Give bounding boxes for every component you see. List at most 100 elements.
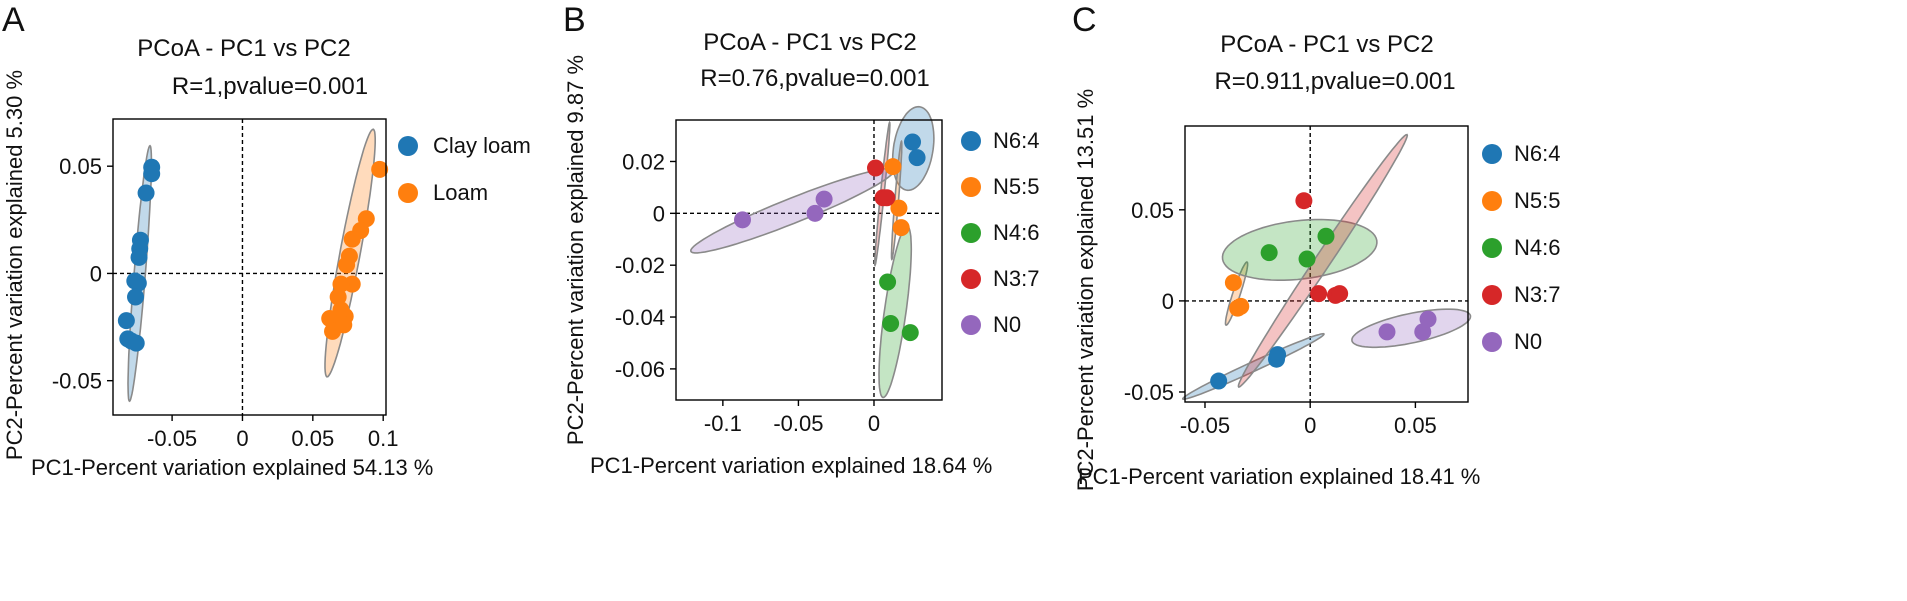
x-tick-label: -0.1: [704, 411, 742, 436]
panel-b: B PCoA - PC1 vs PC2 R=0.76,pvalue=0.001 …: [563, 1, 1039, 478]
point-n3-7: [1331, 285, 1349, 303]
y-tick-label: 0.05: [59, 154, 102, 179]
point-n0: [1414, 323, 1432, 341]
point-clay-loam: [127, 288, 145, 306]
y-tick-label: 0: [90, 261, 102, 286]
panel-a-ylabel: PC2-Percent variation explained 5.30 %: [2, 70, 27, 460]
point-clay-loam: [117, 312, 135, 330]
legend-marker-loam: [398, 183, 418, 203]
legend-marker-n3-7: [1482, 285, 1502, 305]
point-loam: [338, 256, 356, 274]
legend-label-n5-5: N5:5: [993, 174, 1039, 199]
panel-c-xlabel: PC1-Percent variation explained 18.41 %: [1078, 464, 1480, 489]
legend-marker-n6-4: [1482, 144, 1502, 164]
point-loam: [329, 288, 347, 306]
x-tick-label: 0: [868, 411, 880, 436]
legend-label-n6-4: N6:4: [993, 128, 1039, 153]
panel-b-title: PCoA - PC1 vs PC2: [703, 29, 916, 56]
legend-marker-n4-6: [961, 223, 981, 243]
panel-b-letter: B: [563, 1, 586, 39]
legend-label-n0: N0: [1514, 329, 1542, 354]
point-n0: [734, 211, 751, 229]
panel-c-ylabel: PC2-Percent variation explained 13.51 %: [1073, 89, 1098, 491]
y-tick-label: -0.02: [615, 253, 665, 278]
panel-a-title: PCoA - PC1 vs PC2: [137, 35, 350, 62]
legend-marker-n5-5: [961, 177, 981, 197]
panel-c-title: PCoA - PC1 vs PC2: [1220, 31, 1433, 58]
panel-c-letter: C: [1072, 1, 1097, 39]
x-tick-label: -0.05: [773, 411, 823, 436]
x-tick-label: 0: [236, 426, 248, 451]
y-tick-label: 0: [653, 201, 665, 226]
legend-marker-n5-5: [1482, 191, 1502, 211]
x-tick-label: 0.05: [291, 426, 334, 451]
legend-label-n4-6: N4:6: [1514, 235, 1560, 260]
point-n4-6: [1298, 250, 1316, 268]
legend-label-n5-5: N5:5: [1514, 188, 1560, 213]
point-n5-5: [890, 199, 908, 217]
point-clay-loam: [143, 165, 161, 183]
panel-b-ylabel: PC2-Percent variation explained 9.87 %: [563, 55, 588, 445]
panel-b-xlabel: PC1-Percent variation explained 18.64 %: [590, 453, 992, 478]
point-clay-loam: [127, 334, 145, 352]
panel-a-legend: Clay loam Loam: [398, 133, 531, 205]
point-n5-5: [1224, 274, 1242, 292]
x-tick-label: 0: [1304, 413, 1316, 438]
point-clay-loam: [130, 248, 148, 266]
legend-label-n3-7: N3:7: [993, 266, 1039, 291]
legend-marker-clay-loam: [398, 136, 418, 156]
legend-marker-n0: [961, 315, 981, 335]
ellipse-n4-6: [1221, 218, 1378, 281]
panel-b-stat: R=0.76,pvalue=0.001: [700, 65, 930, 92]
point-n6-4: [908, 149, 926, 167]
point-clay-loam: [129, 274, 147, 292]
y-tick-label: -0.05: [1124, 380, 1174, 405]
point-n6-4: [1210, 372, 1228, 390]
ellipse-n4-6: [878, 225, 913, 399]
panel-c-legend: N6:4 N5:5 N4:6 N3:7 N0: [1482, 141, 1560, 354]
point-n3-7: [878, 189, 896, 207]
y-tick-label: -0.06: [615, 357, 665, 382]
panel-c-stat: R=0.911,pvalue=0.001: [1214, 68, 1455, 95]
point-loam: [371, 160, 389, 178]
y-tick-label: 0.02: [622, 149, 665, 174]
panel-c: C PCoA - PC1 vs PC2 R=0.911,pvalue=0.001…: [1072, 1, 1560, 491]
legend-label-loam: Loam: [433, 180, 488, 205]
panel-a-letter: A: [2, 1, 25, 39]
point-n6-4: [904, 133, 922, 151]
legend-label-n0: N0: [993, 312, 1021, 337]
point-n3-7: [1310, 285, 1328, 303]
point-n4-6: [1317, 227, 1335, 245]
y-tick-label: -0.05: [52, 369, 102, 394]
legend-marker-n3-7: [961, 269, 981, 289]
point-loam: [335, 316, 353, 334]
x-tick-label: -0.05: [1180, 413, 1230, 438]
panel-a-stat: R=1,pvalue=0.001: [172, 73, 368, 100]
point-n0: [1419, 310, 1437, 328]
panel-a-xlabel: PC1-Percent variation explained 54.13 %: [31, 455, 433, 480]
plot-frame: [1184, 125, 1469, 403]
x-tick-label: 0.1: [368, 426, 399, 451]
point-n0: [806, 204, 824, 222]
point-clay-loam: [137, 184, 155, 202]
legend-marker-n4-6: [1482, 238, 1502, 258]
legend-label-n3-7: N3:7: [1514, 282, 1560, 307]
point-n3-7: [1295, 192, 1313, 210]
panel-c-plot-area: -0.05 0 0.05 0.05 0 -0.05: [1124, 125, 1472, 438]
panel-b-legend: N6:4 N5:5 N4:6 N3:7 N0: [961, 128, 1039, 337]
legend-label-n6-4: N6:4: [1514, 141, 1560, 166]
panel-a: A PCoA - PC1 vs PC2 R=1,pvalue=0.001 PC1…: [2, 1, 531, 480]
point-n5-5: [884, 158, 902, 176]
point-n5-5: [1232, 297, 1250, 315]
panel-b-plot-area: -0.1 -0.05 0 0.02 0 -0.02 -0.04 -0.06: [615, 105, 943, 436]
legend-label-n4-6: N4:6: [993, 220, 1039, 245]
point-loam: [332, 275, 350, 293]
point-n4-6: [879, 273, 897, 291]
point-loam: [321, 309, 339, 327]
legend-marker-n6-4: [961, 131, 981, 151]
panel-a-plot-area: -0.05 0 0.05 0.1 -0.05 0 0.05: [52, 118, 399, 451]
point-n3-7: [867, 159, 884, 177]
y-tick-label: 0.05: [1131, 198, 1174, 223]
y-tick-label: -0.04: [615, 305, 665, 330]
